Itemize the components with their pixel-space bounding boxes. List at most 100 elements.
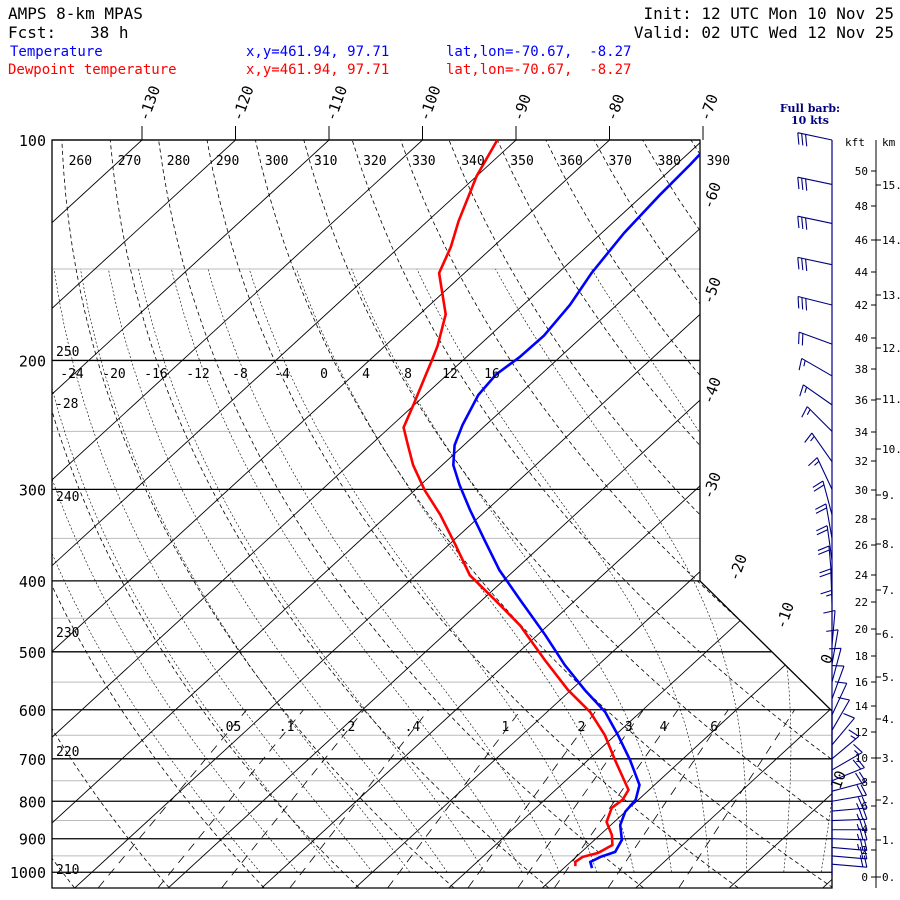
moist-adiabat-label: -28 (55, 397, 78, 412)
wind-barb-full (805, 298, 808, 311)
isotherm-label-right: -50 (699, 275, 725, 307)
wind-barb-half (854, 750, 860, 755)
isotherm-line (52, 140, 161, 888)
dewpoint-line (402, 140, 630, 867)
isotherm-line (52, 140, 722, 888)
dry-adiabat-line (497, 140, 832, 888)
wind-barb-staff (797, 176, 833, 185)
isotherm-label-right: -30 (699, 470, 725, 502)
wind-barb-full (856, 785, 864, 797)
moist-adiabat-label: -20 (102, 367, 125, 382)
wind-barb-half (804, 386, 808, 393)
wind-barb-full (855, 772, 863, 784)
wind-barb-full (819, 572, 832, 578)
mixing-ratio-label: .2 (340, 720, 356, 735)
pressure-label: 700 (19, 751, 46, 769)
pressure-label: 100 (19, 132, 46, 150)
pressure-label: 600 (19, 702, 46, 720)
wind-barb-full (805, 134, 808, 147)
plot-border (51, 139, 833, 889)
height-km-label: 11. (882, 393, 900, 406)
dry-adiabat-label-left: 220 (56, 745, 79, 760)
moist-adiabat-line (52, 268, 261, 873)
wind-barb-full (859, 855, 864, 867)
wind-barb-full (801, 177, 804, 190)
wind-barb-full (808, 457, 818, 467)
wind-barb-half (826, 593, 833, 597)
wind-barb-full (818, 549, 830, 556)
dry-adiabat-label-left: 210 (56, 863, 79, 878)
height-km-label: 2. (882, 794, 895, 807)
moist-adiabat-line (296, 268, 635, 873)
moist-adiabat-line (416, 268, 710, 873)
wind-barb-full (861, 796, 868, 809)
height-km-label: 14. (882, 234, 900, 247)
dry-adiabat-line (52, 140, 265, 888)
moist-adiabat-label: -24 (60, 367, 84, 382)
dry-adiabat-line (351, 140, 832, 888)
profiles (402, 140, 715, 869)
dry-adiabat-label-left: 240 (56, 490, 79, 505)
moist-adiabat-line (591, 268, 792, 873)
moist-adiabat-line (52, 268, 336, 873)
dry-adiabat-label: 340 (461, 154, 484, 169)
dry-adiabat-label: 300 (265, 154, 288, 169)
mixing-ratio-line (157, 709, 304, 888)
moist-adiabat-line (138, 268, 485, 873)
wind-barb-full (859, 846, 864, 859)
height-kft-label: 42 (855, 299, 868, 312)
wind-barb-full (859, 828, 864, 840)
mixing-ratio-line (387, 709, 522, 888)
wind-barb-staff (831, 838, 867, 841)
isotherm-line (74, 140, 832, 888)
height-km-label: 5. (882, 671, 895, 684)
isotherm-line (635, 140, 832, 888)
mixing-ratio-line (517, 709, 644, 888)
dry-adiabat-label: 270 (118, 154, 141, 169)
wind-barb-staff (831, 610, 836, 646)
legend-dewpoint-latlon: lat,lon=-70.67, -8.27 (446, 62, 632, 78)
wind-barb-note-line1: Full barb: (779, 102, 841, 115)
isotherm-line (448, 140, 832, 888)
wind-barb-full (823, 609, 836, 614)
pressure-label: 800 (19, 793, 46, 811)
wind-barb-staff (831, 683, 848, 716)
height-kft-label: 38 (855, 363, 868, 376)
wind-barb-full (863, 847, 868, 860)
wind-barb-full (863, 828, 868, 841)
wind-barb-full (797, 216, 800, 229)
isotherm-label-right: -10 (772, 600, 798, 632)
wind-barb-staff (797, 132, 833, 141)
isotherm-line (542, 140, 832, 888)
height-km-label: 8. (882, 538, 895, 551)
moist-adiabat-label: -4 (274, 367, 290, 382)
height-kft-label: 0 (861, 871, 868, 884)
wind-barb-staff (831, 863, 867, 868)
isotherm-line (168, 140, 832, 888)
wind-barb-full (863, 838, 868, 851)
moist-adiabat-line (171, 268, 523, 873)
isotherm-line (52, 140, 67, 888)
moist-adiabat-label: 12 (442, 367, 458, 382)
wind-barb-full (860, 784, 867, 796)
wind-barb-full (797, 132, 800, 145)
wind-barb-staff (826, 525, 833, 561)
dry-adiabat-label: 360 (559, 154, 582, 169)
height-kft-label: 50 (855, 165, 868, 178)
height-km-label: 7. (882, 584, 895, 597)
moist-adiabat-line (207, 268, 560, 873)
mixing-ratio-label: 2 (578, 720, 586, 735)
height-kft-label: 6 (861, 800, 868, 813)
height-km-label: 1. (882, 834, 895, 847)
height-kft-label: 32 (855, 455, 868, 468)
mixing-ratio-line (467, 709, 597, 888)
wind-barb-half (850, 735, 857, 740)
wind-barb-full (801, 216, 804, 229)
isotherm-label-top: -70 (696, 92, 722, 124)
dry-adiabat-line (109, 140, 549, 888)
wind-barb-full (852, 759, 862, 770)
wind-barb-full (837, 696, 850, 701)
wind-barb-full (797, 296, 800, 309)
isotherm-line (52, 140, 535, 888)
moist-adiabat-label: -8 (232, 367, 248, 382)
